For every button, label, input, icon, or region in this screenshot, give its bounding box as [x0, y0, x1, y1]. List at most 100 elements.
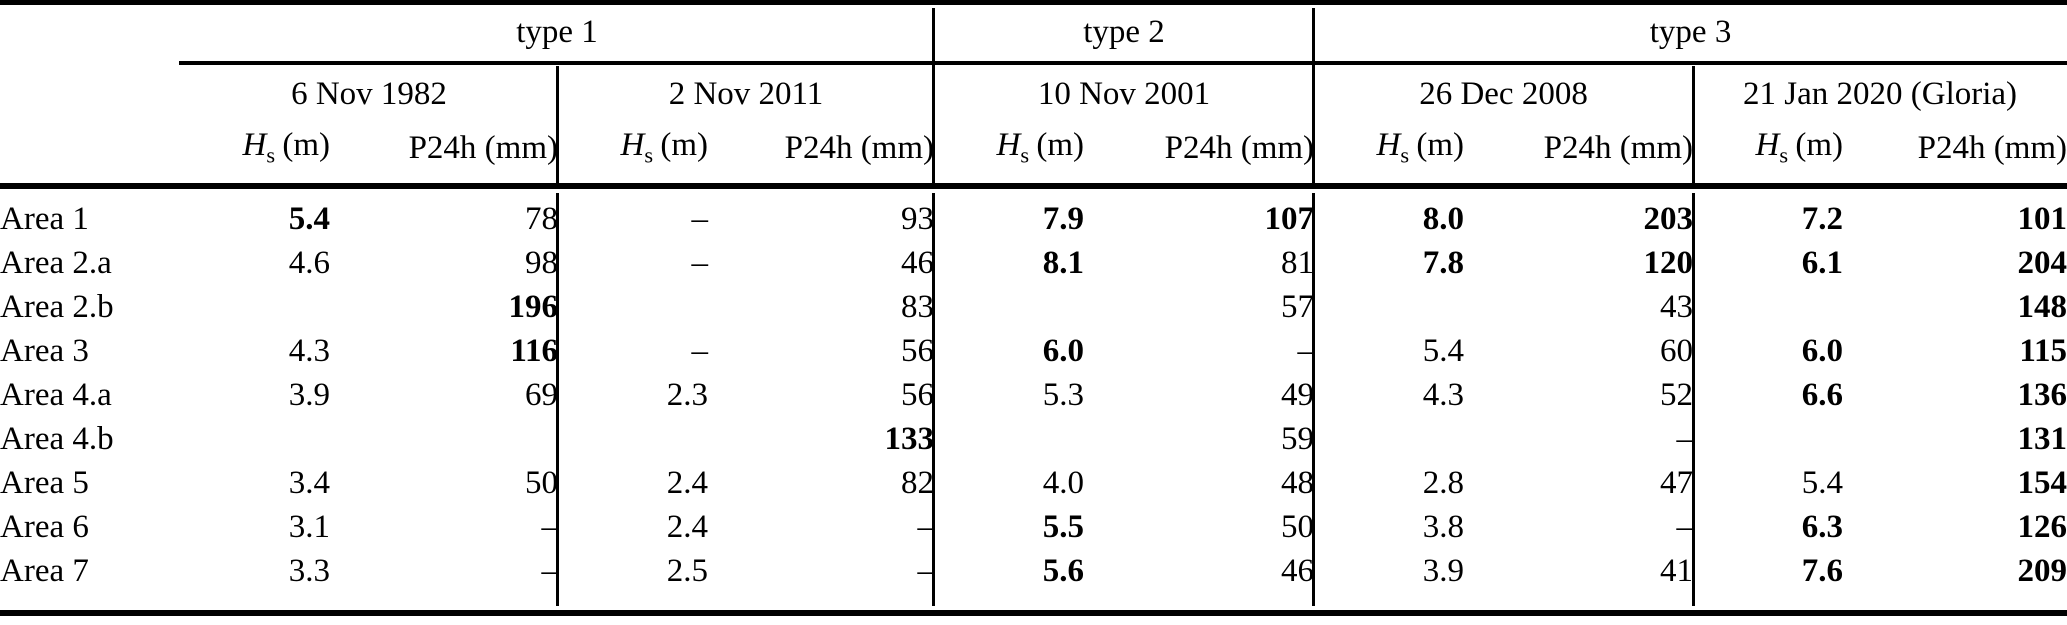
hs-header: Hs (m) — [934, 115, 1084, 189]
table-top-rule — [0, 0, 2067, 5]
value-cell: 48 — [1281, 464, 1315, 501]
value-cell: 131 — [2017, 420, 2067, 457]
value-cell: 6.1 — [1801, 244, 1844, 281]
table-row: Area 7 3.3 – 2.5 – 5.6 46 3.9 41 7.6 209 — [0, 549, 2067, 593]
value-cell: 43 — [1660, 288, 1694, 325]
table-row: Area 2.b 196 83 57 43 148 — [0, 285, 2067, 329]
value-cell: 57 — [1281, 288, 1315, 325]
hs-header: Hs (m) — [1314, 115, 1464, 189]
hs-header: Hs (m) — [180, 115, 330, 189]
value-cell: 2.5 — [666, 552, 708, 589]
value-cell: 7.8 — [1422, 244, 1465, 281]
p24h-header: P24h (mm) — [1917, 129, 2067, 166]
table-row: Area 4.a 3.9 69 2.3 56 5.3 49 4.3 52 6.6… — [0, 373, 2067, 417]
value-cell: 136 — [2017, 376, 2067, 413]
hs-symbol: H — [1755, 127, 1780, 164]
value-cell: 101 — [2017, 200, 2067, 237]
value-cell: 5.4 — [1801, 464, 1844, 501]
value-cell: 50 — [525, 464, 558, 501]
value-cell: 126 — [2017, 508, 2067, 545]
value-cell: 4.3 — [1422, 376, 1465, 413]
value-cell — [1314, 417, 1464, 461]
value-cell: 209 — [2017, 552, 2067, 589]
event-date-header: 10 Nov 2001 — [1037, 75, 1211, 112]
value-cell — [1693, 417, 1843, 461]
value-cell: 6.0 — [1801, 332, 1844, 369]
hs-unit: (m) — [1795, 127, 1844, 164]
value-cell: 46 — [1281, 552, 1315, 589]
column-separator — [932, 8, 935, 183]
value-cell: 133 — [884, 420, 935, 457]
value-cell — [934, 417, 1084, 461]
value-cell: 4.6 — [288, 244, 330, 281]
value-cell: 3.9 — [288, 376, 330, 413]
area-label-cell: Area 2.b — [0, 288, 114, 325]
hs-symbol: H — [996, 127, 1021, 164]
value-cell: 78 — [525, 200, 558, 237]
table-bottom-rule — [0, 610, 2067, 616]
hs-symbol: H — [1376, 127, 1401, 164]
value-cell: – — [541, 552, 559, 589]
area-label-cell: Area 3 — [0, 332, 89, 369]
value-cell: 56 — [901, 376, 935, 413]
hs-header: Hs (m) — [558, 115, 708, 189]
value-cell: 5.4 — [288, 200, 330, 237]
value-cell: 5.6 — [1042, 552, 1085, 589]
value-cell: 6.6 — [1801, 376, 1844, 413]
area-label-cell: Area 6 — [0, 508, 89, 545]
value-cell: 6.0 — [1042, 332, 1085, 369]
value-cell: 2.3 — [666, 376, 708, 413]
column-separator — [932, 193, 935, 606]
value-cell: – — [917, 552, 935, 589]
value-cell: 3.4 — [288, 464, 330, 501]
column-separator — [556, 193, 559, 606]
value-cell: 56 — [901, 332, 935, 369]
value-cell — [558, 285, 708, 329]
value-cell — [180, 285, 330, 329]
event-date-header: 2 Nov 2011 — [668, 75, 824, 112]
value-cell: 2.4 — [666, 508, 708, 545]
hs-header: Hs (m) — [1693, 115, 1843, 189]
value-cell: 98 — [525, 244, 558, 281]
p24h-header: P24h (mm) — [408, 129, 558, 166]
area-label-cell: Area 2.a — [0, 244, 112, 281]
value-cell: 3.9 — [1422, 552, 1465, 589]
hs-subscript: s — [644, 142, 654, 168]
value-cell — [558, 417, 708, 461]
value-cell: 148 — [2017, 288, 2067, 325]
column-separator — [1312, 8, 1315, 183]
value-cell: 115 — [2019, 332, 2067, 369]
hs-unit: (m) — [282, 127, 330, 164]
value-cell: 107 — [1264, 200, 1315, 237]
value-cell: 8.0 — [1422, 200, 1465, 237]
area-label-cell: Area 4.a — [0, 376, 112, 413]
table-row: Area 3 4.3 116 – 56 6.0 – 5.4 60 6.0 115 — [0, 329, 2067, 373]
value-cell: – — [691, 332, 709, 369]
col-group-type-2: type 2 — [1083, 13, 1165, 50]
value-cell: 3.8 — [1422, 508, 1465, 545]
table-mid-rule — [179, 61, 2067, 65]
value-cell: 7.2 — [1801, 200, 1844, 237]
value-cell: 203 — [1643, 200, 1694, 237]
value-cell: 69 — [525, 376, 558, 413]
column-separator — [1692, 193, 1695, 606]
corner-cell — [0, 115, 180, 189]
value-cell: 60 — [1660, 332, 1694, 369]
value-cell: 4.0 — [1042, 464, 1085, 501]
value-cell: 196 — [508, 288, 559, 325]
value-cell: 49 — [1281, 376, 1315, 413]
event-date-header: 26 Dec 2008 — [1419, 75, 1588, 112]
hs-symbol: H — [242, 127, 267, 164]
value-cell — [934, 285, 1084, 329]
value-cell: 120 — [1643, 244, 1694, 281]
value-cell: 41 — [1660, 552, 1694, 589]
spacer-row — [0, 189, 2067, 197]
value-cell: 3.3 — [288, 552, 330, 589]
corner-cell — [0, 63, 180, 115]
value-cell: 50 — [1281, 508, 1315, 545]
value-cell: 82 — [901, 464, 935, 501]
value-cell: 2.8 — [1422, 464, 1465, 501]
value-cell: – — [1297, 332, 1315, 369]
area-label-cell: Area 4.b — [0, 420, 114, 457]
